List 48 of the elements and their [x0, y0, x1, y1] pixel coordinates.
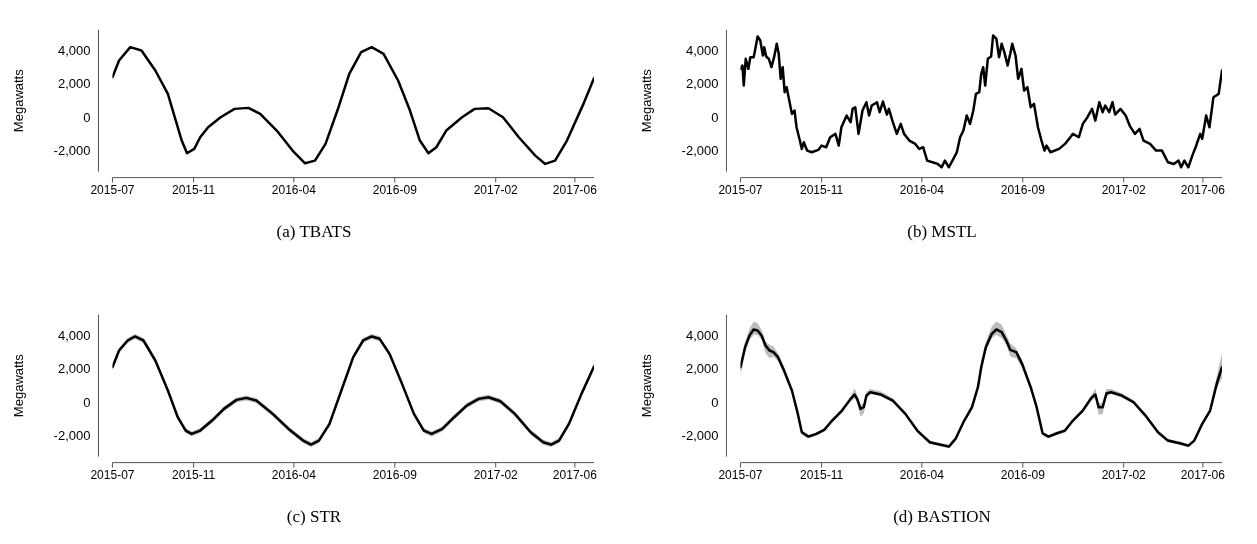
- x-tick-label: 2015-11: [800, 183, 844, 198]
- x-tick-label: 2015-11: [172, 183, 216, 198]
- y-axis-title: Megawatts: [639, 353, 655, 418]
- x-tick-label: 2016-09: [372, 468, 418, 483]
- y-tick-label: 0: [83, 394, 91, 410]
- y-axis-title: Megawatts: [11, 353, 27, 418]
- y-tick-label: 0: [711, 394, 719, 410]
- y-tick-label: 2,000: [57, 361, 91, 377]
- y-tick-label: -2,000: [53, 428, 91, 444]
- x-tick-label: 2015-07: [718, 468, 763, 483]
- x-tick-label: 2017-06: [1180, 468, 1226, 483]
- x-tick-label: 2016-09: [1000, 183, 1046, 198]
- y-axis-title: Megawatts: [639, 68, 655, 133]
- text: (a) TBATS: [275, 222, 353, 242]
- y-tick-label: -2,000: [53, 143, 91, 159]
- x-tick-label: 2015-11: [800, 468, 844, 483]
- x-tick-label: 2017-06: [552, 183, 598, 198]
- x-tick-label: 2016-04: [271, 183, 317, 198]
- y-tick-label: 4,000: [685, 43, 719, 59]
- text: (d) BASTION: [892, 507, 992, 527]
- x-tick-label: 2017-02: [473, 183, 519, 198]
- x-tick-label: 2016-09: [1000, 468, 1046, 483]
- x-tick-label: 2016-04: [271, 468, 317, 483]
- x-tick-label: 2016-09: [372, 183, 418, 198]
- y-tick-label: -2,000: [681, 143, 719, 159]
- y-tick-label: -2,000: [681, 428, 719, 444]
- y-tick-label: 2,000: [685, 361, 719, 377]
- y-tick-label: 4,000: [57, 43, 91, 59]
- x-tick-label: 2017-06: [552, 468, 598, 483]
- x-tick-label: 2015-11: [172, 468, 216, 483]
- x-tick-label: 2015-07: [90, 183, 135, 198]
- x-tick-label: 2017-02: [1101, 468, 1147, 483]
- y-tick-label: 4,000: [685, 328, 719, 344]
- text: (b) MSTL: [906, 222, 978, 242]
- x-tick-label: 2016-04: [899, 183, 945, 198]
- y-tick-label: 2,000: [685, 76, 719, 92]
- x-tick-label: 2015-07: [90, 468, 135, 483]
- text: (c) STR: [285, 507, 343, 527]
- y-tick-label: 0: [83, 109, 91, 125]
- y-tick-label: 0: [711, 109, 719, 125]
- x-tick-label: 2017-02: [473, 468, 519, 483]
- x-tick-label: 2017-06: [1180, 183, 1226, 198]
- y-tick-label: 2,000: [57, 76, 91, 92]
- y-tick-label: 4,000: [57, 328, 91, 344]
- x-tick-label: 2016-04: [899, 468, 945, 483]
- x-tick-label: 2017-02: [1101, 183, 1147, 198]
- y-axis-title: Megawatts: [11, 68, 27, 133]
- x-tick-label: 2015-07: [718, 183, 763, 198]
